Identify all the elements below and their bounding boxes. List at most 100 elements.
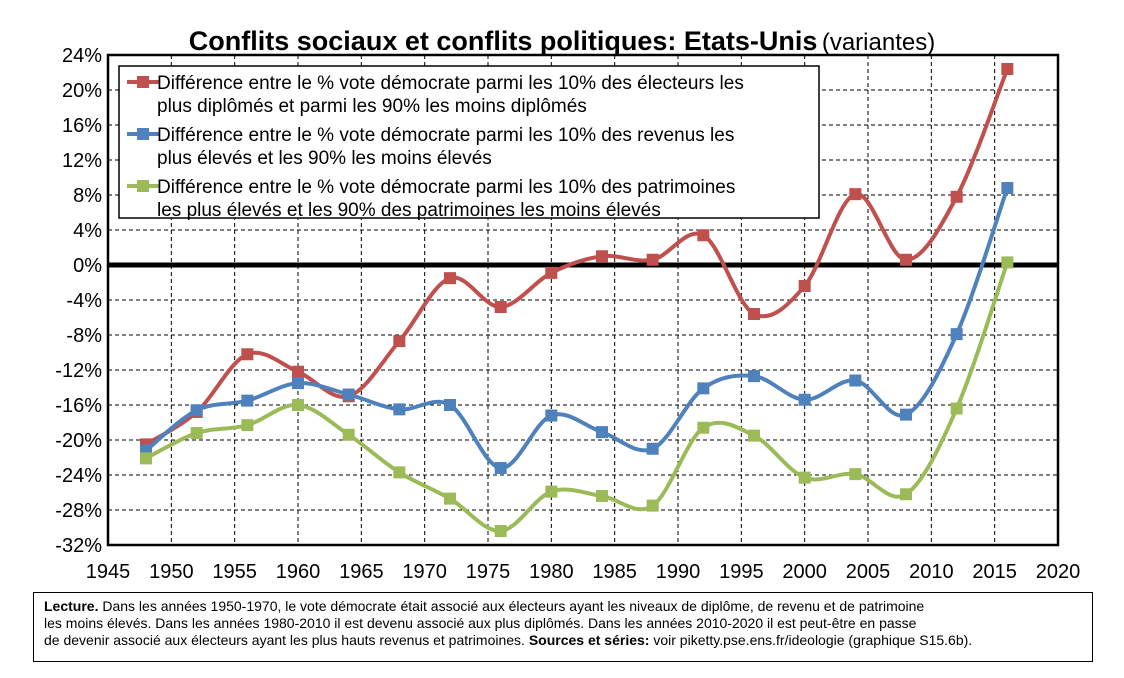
data-point: [798, 471, 811, 484]
data-point: [748, 308, 760, 320]
note-line-3: de devenir associé aux électeurs ayant l…: [44, 632, 525, 648]
x-tick-label: 2020: [1036, 561, 1081, 583]
data-point: [950, 402, 963, 415]
data-point: [1001, 256, 1014, 269]
data-point: [596, 426, 608, 439]
data-point: [494, 525, 507, 537]
note-line-2: les moins élevés. Dans les années 1980-2…: [44, 615, 917, 631]
data-point: [646, 442, 659, 455]
x-tick-label: 1955: [212, 561, 257, 583]
data-point: [849, 188, 862, 201]
y-tick-label: -12%: [55, 360, 102, 382]
data-point: [697, 421, 710, 434]
y-tick-label: 24%: [62, 45, 102, 67]
y-tick-label: 16%: [62, 115, 102, 137]
x-tick-label: 1945: [86, 561, 131, 583]
y-tick-label: -28%: [55, 500, 102, 522]
data-point: [697, 229, 710, 242]
x-tick-label: 1950: [149, 561, 194, 583]
data-point: [393, 403, 406, 416]
data-point: [444, 492, 456, 505]
y-tick-label: -32%: [55, 535, 102, 557]
data-point: [342, 428, 355, 441]
data-point: [900, 253, 912, 266]
data-point: [140, 452, 152, 465]
data-point: [190, 427, 203, 439]
data-point: [444, 399, 456, 411]
data-point: [748, 429, 760, 442]
legend-label-2: Différence entre le % vote démocrate par…: [157, 125, 734, 146]
x-tick-label: 1995: [719, 561, 764, 583]
x-tick-label: 1980: [529, 561, 574, 583]
y-tick-label: 8%: [73, 185, 102, 207]
y-tick-label: 4%: [73, 220, 102, 242]
x-tick-label: 2005: [846, 561, 891, 583]
data-point: [545, 485, 558, 498]
legend-label-3: les plus élevés et les 90% des patrimoin…: [157, 200, 661, 221]
data-point: [1001, 182, 1014, 194]
x-tick-label: 1990: [656, 561, 701, 583]
legend-label-1: Différence entre le % vote démocrate par…: [157, 73, 744, 94]
axes: 24% 20% 16% 12% 8% 4% 0% -4% -8% -12% -16% -20% -24%…: [55, 45, 1080, 583]
y-tick-label: 20%: [62, 80, 102, 102]
plot-frame: [106, 53, 1060, 547]
data-point: [646, 499, 659, 512]
data-point: [292, 399, 304, 411]
series-lines: [140, 63, 1014, 537]
y-tick-label: 12%: [62, 150, 102, 172]
data-point: [393, 466, 406, 479]
legend-label-3: Différence entre le % vote démocrate par…: [157, 177, 735, 198]
data-point: [494, 462, 507, 474]
x-tick-label: 2010: [909, 561, 954, 583]
data-point: [342, 388, 355, 401]
data-point: [241, 419, 254, 432]
data-point: [241, 348, 254, 361]
legend-marker-3: [137, 180, 149, 192]
y-tick-label: -24%: [55, 465, 102, 487]
data-point: [444, 272, 456, 285]
data-point: [393, 335, 406, 348]
note-lecture-label: Lecture.: [44, 598, 99, 614]
data-point: [950, 328, 963, 341]
legend-label-1: plus diplômés et parmi les 90% les moins…: [157, 96, 587, 117]
data-point: [798, 393, 811, 406]
data-point: [292, 365, 304, 378]
chart-title-main: Conflits sociaux et conflits politiques:…: [188, 26, 818, 56]
data-point: [1001, 63, 1014, 75]
legend-label-2: plus élevés et les 90% les moins élevés: [157, 148, 492, 169]
note-sources-label: Sources et séries:: [528, 632, 650, 648]
y-tick-label: -16%: [55, 395, 102, 417]
x-tick-label: 1960: [276, 561, 321, 583]
chart-title-subtitle: (variantes): [821, 29, 936, 56]
data-point: [596, 490, 608, 502]
x-tick-label: 1965: [339, 561, 384, 583]
y-tick-label: -20%: [55, 430, 102, 452]
x-tick-label: 1985: [592, 561, 637, 583]
reading-note: Lecture. Dans les années 1950-1970, le v…: [33, 592, 1093, 662]
data-point: [494, 301, 507, 313]
data-point: [798, 280, 811, 292]
legend: Différence entre le % vote démocrate par…: [118, 65, 820, 221]
y-tick-label: 0%: [73, 255, 102, 277]
data-point: [950, 190, 963, 203]
data-point: [241, 394, 254, 407]
x-tick-label: 2000: [782, 561, 827, 583]
x-tick-label: 2015: [972, 561, 1017, 583]
legend-marker-1: [137, 76, 149, 88]
y-tick-label: -8%: [66, 325, 102, 347]
data-point: [849, 468, 862, 481]
note-line-1: Dans les années 1950-1970, le vote démoc…: [102, 598, 925, 614]
data-point: [900, 488, 912, 501]
chart-title: Conflits sociaux et conflits politiques:…: [0, 26, 1124, 57]
note-sources-text: voir piketty.pse.ens.fr/ideologie (graph…: [653, 632, 973, 648]
x-tick-label: 1970: [402, 561, 447, 583]
data-point: [849, 374, 862, 387]
x-tick-label: 1975: [466, 561, 511, 583]
data-point: [646, 253, 659, 266]
legend-marker-2: [137, 128, 149, 140]
data-point: [190, 404, 203, 417]
legend-box: [118, 65, 820, 219]
data-point: [545, 266, 558, 279]
data-point: [900, 408, 912, 421]
